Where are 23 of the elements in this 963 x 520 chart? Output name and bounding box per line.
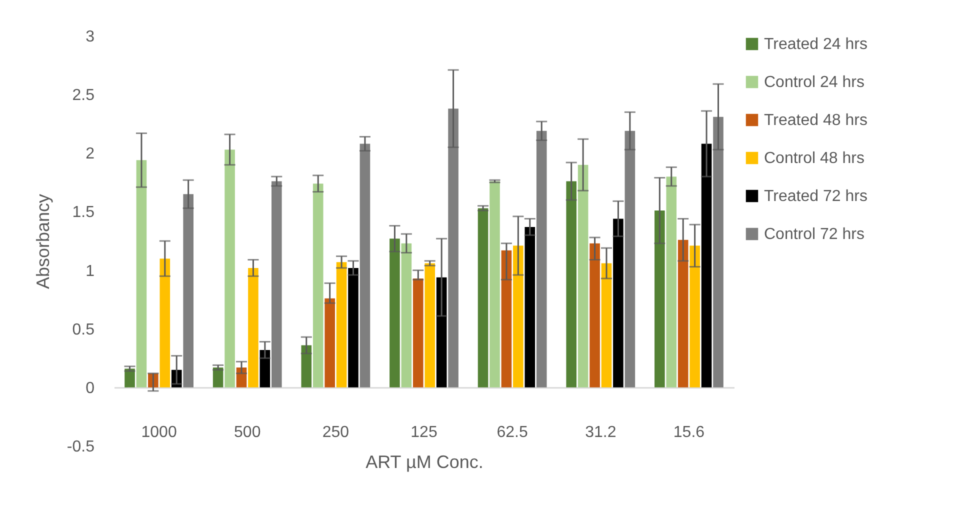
y-tick-label: -0.5 — [66, 438, 95, 456]
x-tick-label: 62.5 — [496, 424, 528, 441]
y-tick-label: 3 — [86, 28, 95, 46]
x-tick-label: 125 — [410, 424, 438, 441]
y-axis-title: Absorbancy — [32, 194, 53, 290]
y-tick-label: 1 — [86, 262, 95, 280]
y-tick-label: 2.5 — [72, 87, 95, 104]
x-axis-title: ART µM Conc. — [366, 452, 484, 472]
legend-label: Control 24 hrs — [764, 74, 864, 91]
legend-label: Treated 24 hrs — [764, 36, 868, 53]
legend-label: Treated 48 hrs — [764, 112, 868, 129]
x-tick-label: 250 — [322, 424, 350, 441]
x-tick-label: 15.6 — [673, 424, 705, 441]
y-tick-label: 0 — [86, 380, 95, 397]
legend-label: Control 72 hrs — [764, 226, 864, 243]
x-tick-label: 31.2 — [585, 424, 616, 441]
x-tick-label: 500 — [234, 424, 261, 441]
legend-label: Treated 72 hrs — [764, 188, 868, 205]
y-tick-label: 2 — [86, 146, 95, 163]
y-tick-label: 0.5 — [72, 321, 95, 338]
y-tick-label: 1.5 — [72, 204, 95, 222]
legend-label: Control 48 hrs — [764, 150, 864, 167]
x-tick-label: 1000 — [141, 424, 177, 441]
